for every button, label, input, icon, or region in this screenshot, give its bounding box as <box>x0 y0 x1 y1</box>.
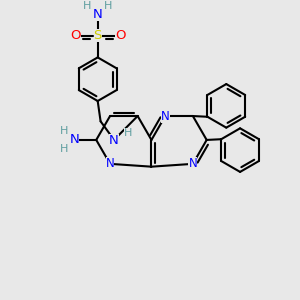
Text: H: H <box>83 1 92 11</box>
Text: H: H <box>124 128 132 138</box>
Text: N: N <box>106 157 114 170</box>
Text: H: H <box>60 144 68 154</box>
Text: N: N <box>109 134 118 147</box>
Text: N: N <box>161 110 170 122</box>
Text: O: O <box>115 29 125 42</box>
Text: H: H <box>104 1 112 11</box>
Text: N: N <box>188 157 197 170</box>
Text: N: N <box>93 8 103 21</box>
Text: N: N <box>70 134 79 146</box>
Text: S: S <box>94 29 102 42</box>
Text: O: O <box>70 29 81 42</box>
Text: H: H <box>60 126 68 136</box>
